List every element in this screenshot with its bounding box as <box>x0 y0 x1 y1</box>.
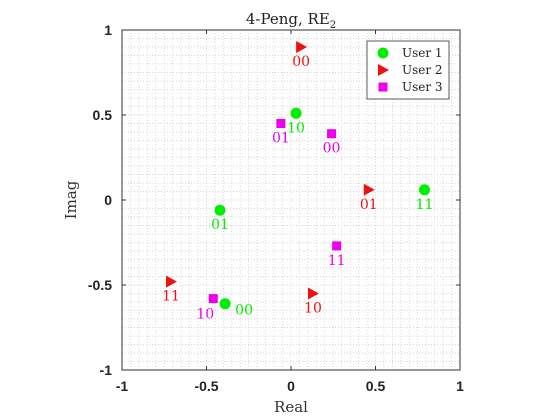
point-label: 11 <box>328 253 346 269</box>
y-tick-labels: -1 -0.5 0 0.5 1 <box>88 22 112 378</box>
point-label: 10 <box>304 301 322 317</box>
legend: User 1 User 2 User 3 <box>366 40 450 100</box>
y-tick-label: 0 <box>104 192 112 208</box>
point-label: 11 <box>416 197 434 213</box>
point-square <box>208 294 218 304</box>
point-label: 10 <box>196 307 214 323</box>
x-tick-label: 0.5 <box>366 378 386 394</box>
x-tick-label: -0.5 <box>194 378 218 394</box>
point-circle <box>214 204 226 216</box>
x-tick-label: 0 <box>287 378 295 394</box>
point-square <box>327 129 337 139</box>
point-square <box>332 241 342 251</box>
point-label: 01 <box>211 217 229 233</box>
point-label: 10 <box>287 120 305 136</box>
point-label: 00 <box>235 303 253 319</box>
axis-ticks <box>121 29 461 371</box>
y-tick-label: -0.5 <box>88 277 112 293</box>
legend-label: User 3 <box>402 80 443 94</box>
legend-marker <box>377 47 389 59</box>
legend-label: User 1 <box>402 46 443 60</box>
y-tick-label: -1 <box>100 362 113 378</box>
point-triangle-right <box>296 41 308 53</box>
x-tick-labels: -1 -0.5 0 0.5 1 <box>116 378 464 394</box>
point-label: 00 <box>323 141 341 157</box>
point-label: 11 <box>162 289 180 305</box>
legend-marker <box>378 64 389 76</box>
x-tick-label: -1 <box>116 378 129 394</box>
point-triangle-right <box>166 275 178 288</box>
y-tick-label: 1 <box>104 22 112 38</box>
point-square <box>276 119 286 128</box>
y-tick-label: 0.5 <box>93 107 113 123</box>
chart-title: 4-Peng, RE2 <box>246 10 336 31</box>
point-triangle-right <box>363 183 375 196</box>
point-triangle-right <box>307 287 319 300</box>
point-circle <box>219 298 231 310</box>
legend-marker <box>378 82 388 92</box>
x-tick-label: 1 <box>456 378 464 394</box>
point-label: 01 <box>360 197 378 213</box>
point-label: 00 <box>292 54 310 70</box>
y-axis-label: Imag <box>62 180 80 219</box>
point-circle <box>419 184 431 196</box>
point-label: 01 <box>272 131 290 147</box>
legend-label: User 2 <box>402 63 443 77</box>
point-circle <box>290 107 302 119</box>
x-axis-label: Real <box>274 398 308 416</box>
